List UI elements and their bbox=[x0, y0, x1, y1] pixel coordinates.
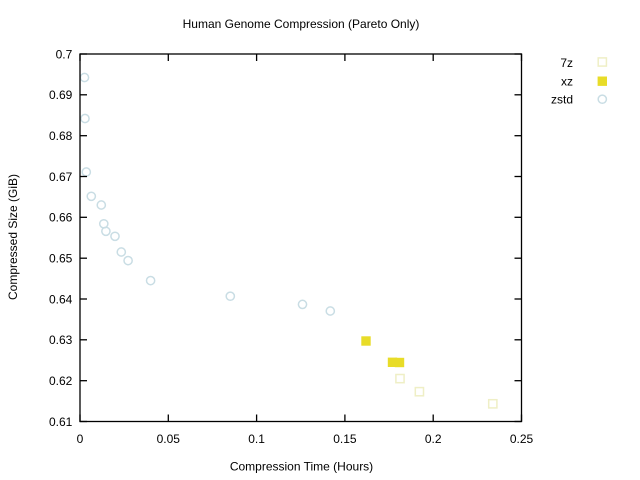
svg-text:0: 0 bbox=[77, 432, 84, 446]
svg-text:Human Genome Compression (Pare: Human Genome Compression (Pareto Only) bbox=[183, 17, 420, 31]
svg-text:0.62: 0.62 bbox=[49, 374, 73, 388]
svg-text:0.05: 0.05 bbox=[157, 432, 181, 446]
svg-text:xz: xz bbox=[561, 75, 573, 89]
svg-text:0.67: 0.67 bbox=[49, 170, 73, 184]
svg-text:0.69: 0.69 bbox=[49, 88, 73, 102]
svg-text:0.25: 0.25 bbox=[510, 432, 534, 446]
svg-text:0.1: 0.1 bbox=[248, 432, 265, 446]
svg-text:zstd: zstd bbox=[551, 92, 573, 106]
svg-text:0.61: 0.61 bbox=[49, 415, 73, 429]
svg-text:Compressed Size (GiB): Compressed Size (GiB) bbox=[6, 174, 20, 300]
svg-text:0.63: 0.63 bbox=[49, 333, 73, 347]
svg-text:0.68: 0.68 bbox=[49, 129, 73, 143]
svg-text:7z: 7z bbox=[560, 56, 573, 70]
svg-text:0.15: 0.15 bbox=[333, 432, 357, 446]
svg-text:0.64: 0.64 bbox=[49, 292, 73, 306]
svg-text:Compression Time (Hours): Compression Time (Hours) bbox=[230, 460, 373, 474]
svg-text:0.7: 0.7 bbox=[56, 47, 73, 61]
svg-text:0.65: 0.65 bbox=[49, 252, 73, 266]
svg-text:0.2: 0.2 bbox=[425, 432, 442, 446]
svg-text:0.66: 0.66 bbox=[49, 211, 73, 225]
